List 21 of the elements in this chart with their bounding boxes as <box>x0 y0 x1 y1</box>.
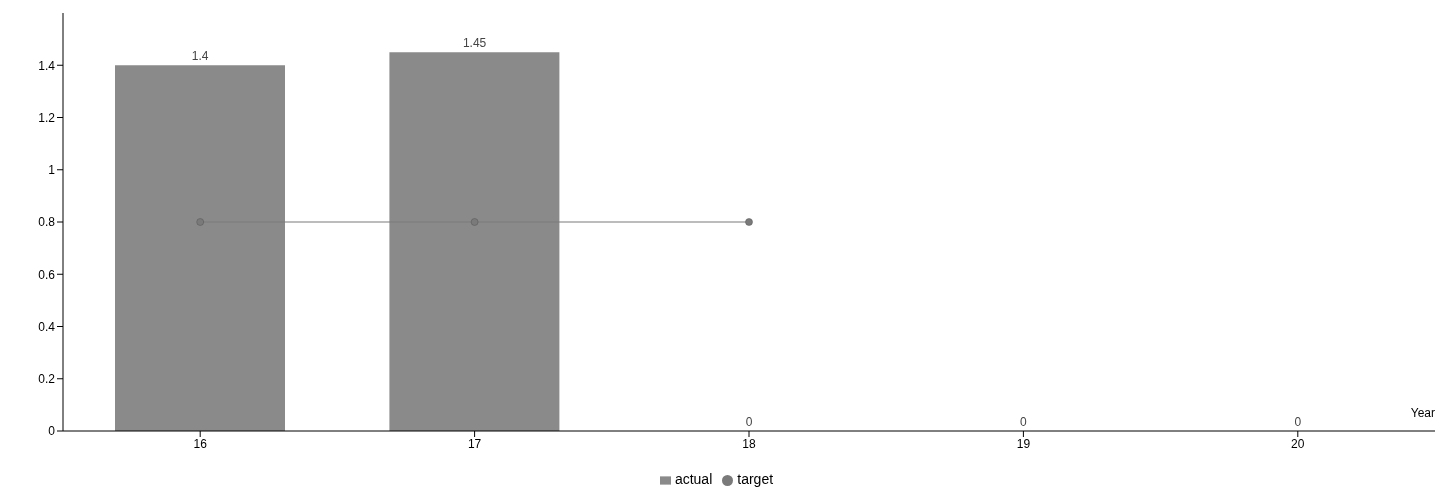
x-tick-label: 19 <box>1016 436 1031 451</box>
x-tick-label: 20 <box>1291 436 1305 451</box>
y-tick-label: 0.6 <box>38 267 56 282</box>
data-label: 0 <box>1294 415 1302 429</box>
y-tick-label: 0.8 <box>38 215 56 230</box>
x-tick-label: 16 <box>193 436 208 451</box>
legend-label: target <box>737 471 774 487</box>
data-label: 1.45 <box>462 36 487 51</box>
data-label: 0 <box>1020 415 1028 429</box>
y-tick-label: 1 <box>48 163 56 178</box>
x-tick-label: 17 <box>467 436 482 451</box>
x-tick-label: 18 <box>742 436 756 451</box>
y-tick-label: 0.2 <box>38 372 56 387</box>
data-label: 1.4 <box>191 49 209 64</box>
y-tick-label: 1.4 <box>38 58 56 73</box>
y-tick-label: 1.2 <box>38 110 56 125</box>
data-label: 0 <box>745 415 753 429</box>
legend-label: actual <box>674 471 713 487</box>
y-tick-label: 0.4 <box>38 319 56 334</box>
y-tick-label: 0 <box>48 424 56 439</box>
x-axis-title: Year <box>1410 405 1435 420</box>
